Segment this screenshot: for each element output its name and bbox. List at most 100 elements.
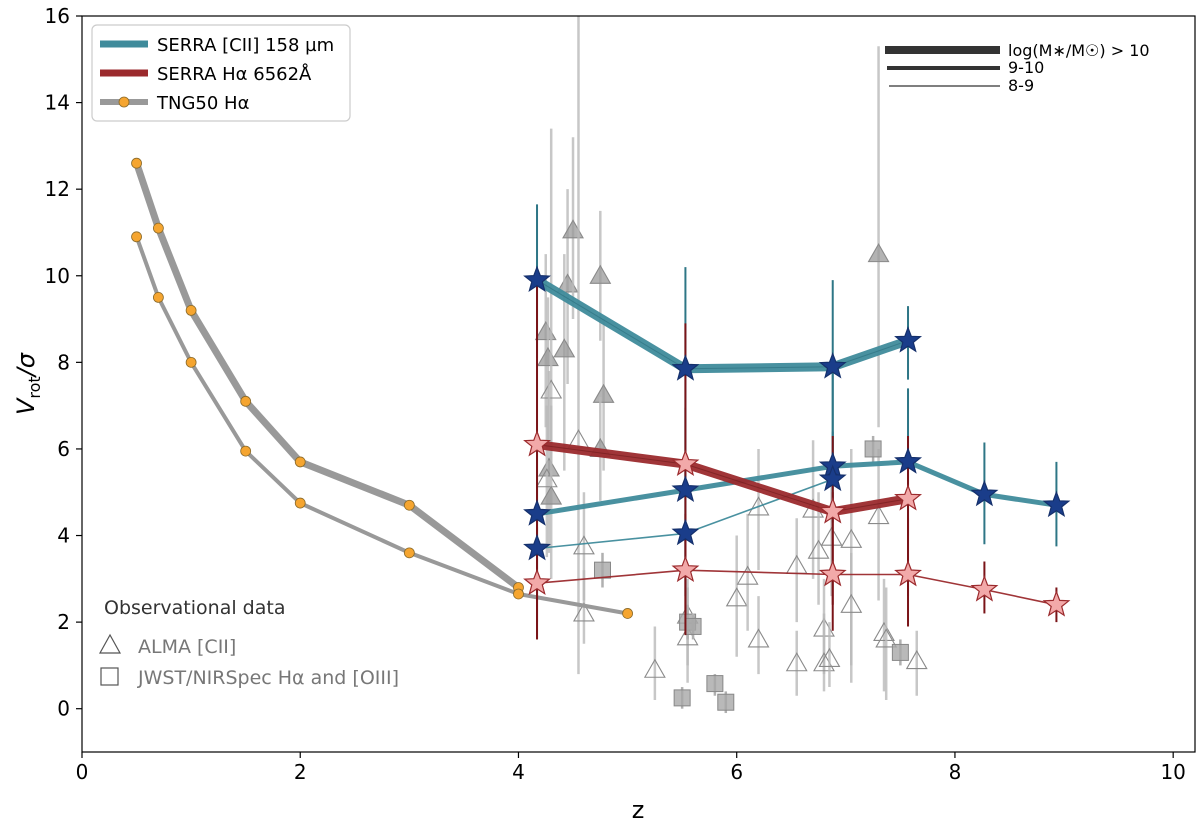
tng-point [403,547,415,559]
svg-text:Vrot/σ: Vrot/σ [12,352,44,415]
obs-legend-jwst-label: JWST/NIRSpec Hα and [OIII] [137,667,399,689]
observational-legend: Observational data ALMA [CII] JWST/NIRSp… [98,597,399,689]
mass-legend: log(M∗/M☉) > 10 9-10 8-9 [885,41,1150,95]
legend-label-tng: TNG50 Hα [156,93,249,114]
alma-point [562,219,584,239]
tng-point [131,231,142,243]
alma-point [736,565,759,585]
halpha-star-point [818,559,847,587]
alma-point [536,346,559,367]
halpha-star-point [671,555,700,583]
x-tick-label: 8 [949,760,962,784]
series-line [134,236,628,616]
y-label-sub: rot [25,376,44,398]
halpha-star-point [970,574,999,602]
tng-point [294,456,306,468]
tng-point [152,292,164,303]
y-label-main: V [12,397,40,415]
alma-point [867,504,890,525]
alma-point [572,535,595,555]
series-legend: SERRA [CII] 158 µm SERRA Hα 6562Å TNG50 … [91,24,351,122]
cii-star-point [671,354,700,381]
axes: 0 2 4 6 8 10 0 2 4 6 8 10 12 14 16 [45,4,1186,784]
x-tick-label: 10 [1160,760,1185,784]
cii-star-point [523,265,551,292]
halpha-star-point [894,559,922,587]
mass-legend-mid-label: 9-10 [1008,58,1044,77]
legend-label-cii: SERRA [CII] 158 µm [157,35,334,56]
cii-star-point [523,533,552,561]
cii-star-point [970,479,999,507]
jwst-point [864,440,882,458]
jwst-point [673,689,691,707]
alma-point [747,496,770,516]
alma-point [867,243,890,263]
alma-point [589,264,612,284]
y-tick-label: 12 [45,177,70,201]
alma-point [540,485,563,505]
x-tick-label: 0 [76,760,89,784]
alma-point [818,647,841,667]
alma-point [643,658,666,678]
mass-legend-low-label: 8-9 [1008,76,1034,95]
legend-label-halpha: SERRA Hα 6562Å [157,63,312,85]
halpha-star-point [671,449,700,476]
y-tick-label: 4 [57,524,70,548]
series-line-edge [536,444,909,513]
alma-point [807,539,830,559]
cii-star-point [818,352,847,379]
alma-point [905,649,928,670]
alma-point [820,526,843,546]
tng-point [294,497,306,509]
halpha-star-point [523,429,552,457]
cii-star-point [818,464,847,492]
series-line [536,459,1057,517]
jwst-point [706,675,724,693]
legend-marker-tng [118,96,130,108]
cii-star-point [1042,490,1071,518]
y-axis-label: Vrot/σ [12,352,44,415]
jwst-point [717,693,735,711]
alma-point [747,628,770,648]
observational-layer [534,16,928,714]
obs-legend-square-icon [100,667,119,686]
obs-legend-title: Observational data [104,597,285,619]
jwst-point [684,617,702,635]
alma-point [725,587,748,607]
y-label-tail: /σ [12,352,40,378]
tng-point [185,356,197,368]
plot-frame [81,15,1196,753]
y-tick-label: 2 [57,610,70,634]
jwst-point [891,643,909,661]
alma-point [873,621,895,641]
y-tick-label: 14 [45,91,70,115]
y-tick-label: 8 [57,350,70,374]
alma-point [553,338,576,358]
x-axis-label: z [632,796,645,824]
series-line [536,569,1057,606]
halpha-star-point [818,497,847,524]
alma-point [785,652,808,672]
y-tick-label: 16 [45,4,70,28]
tng-point [240,445,252,457]
alma-point [592,383,615,403]
halpha-star-point [1042,590,1071,617]
alma-point [840,593,863,613]
obs-legend-alma-label: ALMA [CII] [138,636,236,658]
x-tick-label: 2 [294,760,307,784]
series-line-edge [536,279,909,370]
halpha-star-point [523,568,551,596]
x-tick-label: 4 [512,760,525,784]
y-tick-label: 10 [45,264,70,288]
tng-point [185,304,197,316]
tng-point [152,222,164,234]
obs-legend-triangle-icon [98,633,122,654]
y-tick-label: 0 [57,697,70,721]
cii-star-point [523,499,551,526]
legend-box [91,24,351,122]
alma-point [540,379,563,399]
x-tick-label: 6 [730,760,743,784]
cii-star-point [671,475,700,502]
alma-point [875,628,898,648]
